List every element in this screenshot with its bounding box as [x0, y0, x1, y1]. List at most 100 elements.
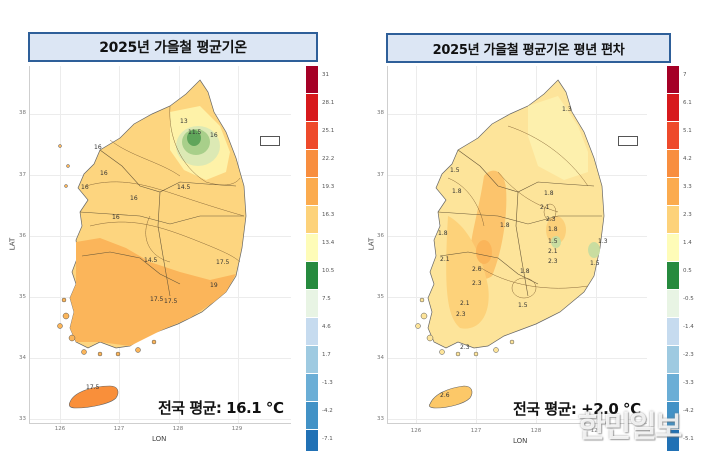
legend-swatch: -4.2 [667, 402, 694, 430]
korea-anomaly-map [415, 79, 605, 409]
contour-label: 17.5 [216, 259, 230, 266]
publisher-watermark: 한민일보 [578, 410, 682, 445]
gridline [388, 419, 647, 420]
legend-swatch: -2.3 [667, 346, 694, 374]
contour-label: 1.3 [598, 238, 608, 245]
contour-label: 13 [180, 118, 188, 125]
y-tick: 37 [19, 172, 26, 178]
contour-label: 1.8 [520, 268, 530, 275]
contour-label: 16 [81, 184, 89, 191]
legend-swatch: 1.4 [667, 234, 692, 262]
map-inset-box [260, 136, 280, 146]
color-legend: 7 6.1 5.1 4.2 3.3 2.3 1.4 0.5 -0.5 -1.4 … [667, 66, 694, 451]
color-legend: 31 28.1 25.1 22.2 19.3 16.3 13.4 10.5 7.… [306, 66, 334, 451]
legend-swatch: 16.3 [306, 206, 334, 234]
gridline [30, 358, 291, 359]
avg-temperature-panel: 2025년 가을철 평균기온 [0, 0, 353, 451]
gridline [30, 419, 291, 420]
contour-label: 16 [100, 170, 108, 177]
contour-label: 17.5 [164, 298, 178, 305]
contour-label: 2.1 [440, 256, 450, 263]
x-tick: 128 [172, 426, 184, 432]
x-tick: 127 [113, 426, 125, 432]
legend-swatch: 4.6 [306, 318, 331, 346]
y-tick: 33 [377, 416, 384, 422]
contour-label: 2.6 [472, 266, 482, 273]
legend-swatch: 7 [667, 66, 687, 94]
contour-label: 1.5 [548, 238, 558, 245]
contour-label: 2.3 [456, 311, 466, 318]
national-average-label: 전국 평균: +2.0 ℃ [513, 400, 641, 418]
national-average-label: 전국 평균: 16.1 ℃ [158, 399, 284, 417]
contour-label: 1.8 [548, 226, 558, 233]
contour-label: 2.1 [540, 204, 550, 211]
y-axis-label: LAT [367, 237, 376, 251]
legend-swatch: 3.3 [667, 178, 692, 206]
legend-swatch: 31 [306, 66, 329, 94]
contour-label: 1.5 [518, 302, 528, 309]
y-tick: 37 [377, 172, 384, 178]
contour-label: 1.8 [500, 222, 510, 229]
legend-swatch: -1.3 [306, 374, 333, 402]
legend-swatch: 19.3 [306, 178, 334, 206]
contour-label: 1.5 [450, 167, 460, 174]
contour-label: 17.5 [86, 384, 100, 391]
contour-label: 2.3 [546, 216, 556, 223]
panel-title: 2025년 가을철 평균기온 평년 편차 [386, 33, 671, 63]
y-axis-label: LAT [8, 237, 17, 251]
map-inset-box [618, 136, 638, 146]
legend-swatch: -4.2 [306, 402, 333, 430]
contour-label: 1.8 [544, 190, 554, 197]
legend-swatch: -7.1 [306, 430, 333, 451]
legend-swatch: 13.4 [306, 234, 334, 262]
korea-temperature-map [57, 79, 247, 409]
contour-label: 16 [210, 132, 218, 139]
legend-swatch: 10.5 [306, 262, 334, 290]
y-tick: 36 [19, 233, 26, 239]
map-plot-area: 1.3 1.5 1.8 1.8 2.1 2.3 1.8 1.8 1.5 1.3 … [387, 66, 647, 424]
legend-swatch: 0.5 [667, 262, 692, 290]
x-tick: 127 [470, 428, 482, 434]
contour-label: 11.5 [188, 129, 202, 136]
legend-swatch: 6.1 [667, 94, 692, 122]
legend-swatch: -5.1 [667, 430, 694, 451]
legend-swatch: -1.4 [667, 318, 694, 346]
contour-label: 16 [112, 214, 120, 221]
y-tick: 38 [19, 110, 26, 116]
contour-label: 14.5 [177, 184, 191, 191]
contour-label: 2.1 [548, 248, 558, 255]
legend-swatch: -3.3 [667, 374, 694, 402]
contour-label: 1.3 [562, 106, 572, 113]
x-tick: 126 [54, 426, 66, 432]
y-tick: 38 [377, 110, 384, 116]
legend-swatch: 7.5 [306, 290, 331, 318]
gridline [416, 66, 417, 423]
legend-swatch: 2.3 [667, 206, 692, 234]
contour-label: 16 [94, 144, 102, 151]
legend-swatch: 22.2 [306, 150, 334, 178]
contour-label: 17.5 [150, 296, 164, 303]
y-tick: 34 [19, 355, 26, 361]
legend-swatch: 1.7 [306, 346, 331, 374]
y-tick: 36 [377, 233, 384, 239]
contour-label: 2.1 [460, 300, 470, 307]
legend-swatch: 25.1 [306, 122, 334, 150]
gridline [388, 358, 647, 359]
x-tick: 128 [530, 428, 542, 434]
x-axis-label: LON [152, 435, 167, 443]
temperature-anomaly-panel: 2025년 가을철 평균기온 평년 편차 [353, 0, 707, 451]
legend-swatch: 28.1 [306, 94, 334, 122]
contour-label: 2.3 [460, 344, 470, 351]
contour-label: 1.8 [438, 230, 448, 237]
map-plot-area: 13 11.5 16 16 16 16 16 16 14.5 14.5 17.5… [29, 66, 291, 424]
y-tick: 33 [19, 416, 26, 422]
contour-label: 2.3 [548, 258, 558, 265]
contour-label: 2.6 [440, 392, 450, 399]
x-tick: 129 [231, 426, 243, 432]
panel-title: 2025년 가을철 평균기온 [28, 32, 318, 62]
contour-label: 14.5 [144, 257, 158, 264]
x-axis-label: LON [513, 437, 528, 445]
y-tick: 34 [377, 355, 384, 361]
legend-swatch: 4.2 [667, 150, 692, 178]
legend-swatch: 5.1 [667, 122, 692, 150]
